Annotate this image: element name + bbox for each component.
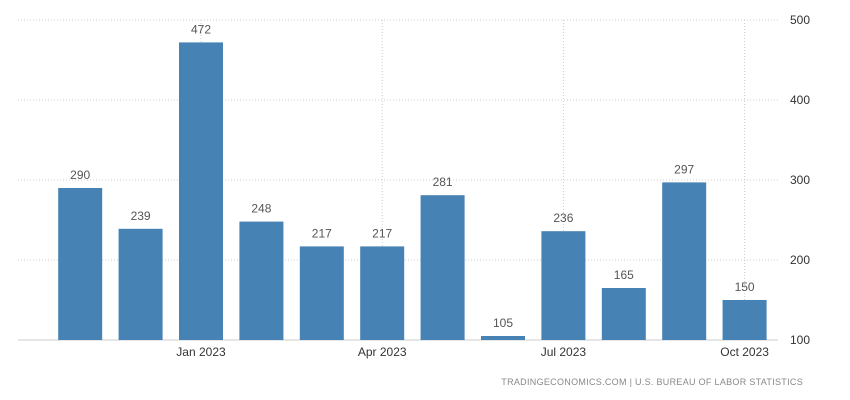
source-attribution: TRADINGECONOMICS.COM | U.S. BUREAU OF LA… <box>501 377 803 387</box>
data-label: 297 <box>674 162 694 176</box>
y-tick-label: 300 <box>790 173 810 187</box>
x-tick-label: Jan 2023 <box>176 345 226 359</box>
bar <box>601 288 646 340</box>
y-axis-ticks: 100 200 300 400 500 <box>790 13 810 347</box>
data-labels: 290 239 472 248 217 217 281 105 236 165 297 150 <box>70 22 755 330</box>
data-label: 150 <box>735 280 755 294</box>
y-tick-label: 400 <box>790 93 810 107</box>
bar <box>118 228 163 340</box>
bar <box>360 246 405 340</box>
bar <box>662 182 707 340</box>
data-label: 281 <box>433 175 453 189</box>
data-label: 248 <box>251 202 271 216</box>
y-tick-label: 200 <box>790 253 810 267</box>
data-label: 236 <box>553 211 573 225</box>
bars <box>58 42 767 341</box>
bar <box>481 336 525 340</box>
x-tick-label: Apr 2023 <box>358 345 407 359</box>
data-label: 217 <box>312 226 332 240</box>
bar <box>58 188 103 340</box>
bar <box>722 300 767 340</box>
data-label: 239 <box>131 209 151 223</box>
data-label: 472 <box>191 22 211 36</box>
bar <box>541 231 586 340</box>
bar <box>420 195 465 340</box>
x-tick-label: Oct 2023 <box>720 345 769 359</box>
x-axis-ticks: Jan 2023 Apr 2023 Jul 2023 Oct 2023 <box>176 345 769 359</box>
data-label: 290 <box>70 168 90 182</box>
data-label: 105 <box>493 316 513 330</box>
bar <box>299 246 344 340</box>
data-label: 217 <box>372 226 392 240</box>
x-tick-label: Jul 2023 <box>541 345 587 359</box>
data-label: 165 <box>614 268 634 282</box>
y-tick-label: 500 <box>790 13 810 27</box>
bar <box>179 42 223 341</box>
bar <box>239 221 284 340</box>
y-tick-label: 100 <box>790 333 810 347</box>
